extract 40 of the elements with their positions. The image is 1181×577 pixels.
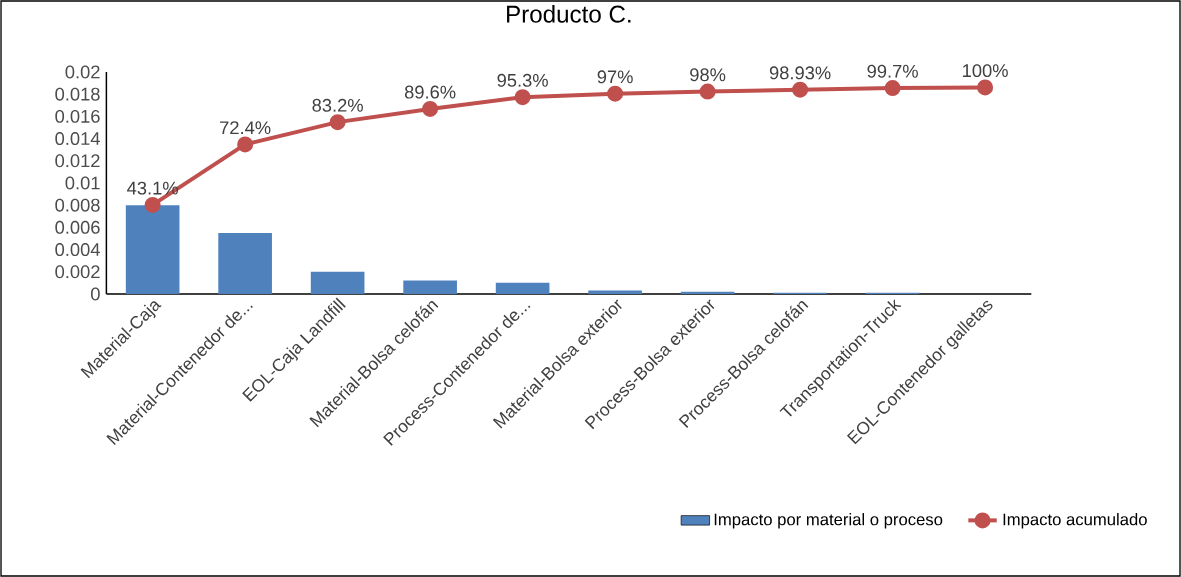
point xyxy=(699,83,716,100)
bar xyxy=(588,290,642,294)
bar xyxy=(125,205,180,294)
point xyxy=(329,114,346,131)
point xyxy=(607,85,624,102)
chart-title: Producto C. xyxy=(507,4,631,23)
y-tick-label: 0.018 xyxy=(55,87,100,101)
data-label: 99.7% xyxy=(867,64,918,78)
data-label: 83.2% xyxy=(312,98,363,112)
data-label: 97% xyxy=(597,70,633,84)
y-tick-label: 0.014 xyxy=(55,132,100,146)
point xyxy=(514,89,531,106)
y-tick-label: 0.008 xyxy=(55,198,100,212)
bar xyxy=(495,282,550,294)
point xyxy=(792,81,809,98)
point xyxy=(884,80,901,97)
data-label: 98.93% xyxy=(769,66,831,80)
y-tick-label: 0.01 xyxy=(65,176,100,190)
y-tick-label: 0.006 xyxy=(55,220,100,234)
bar xyxy=(218,232,272,294)
y-tick-label: 0.02 xyxy=(65,65,100,79)
data-label: 98% xyxy=(690,68,726,82)
point xyxy=(422,100,439,117)
point xyxy=(977,79,994,96)
y-tick-label: 0.004 xyxy=(55,243,100,257)
legend-label: Impacto acumulado xyxy=(1003,513,1147,529)
data-label: 72.4% xyxy=(220,121,271,135)
data-label: 100% xyxy=(963,64,1008,78)
point xyxy=(237,136,254,153)
data-label: 89.6% xyxy=(404,85,456,99)
legend-label: Impacto por material o proceso xyxy=(714,513,943,529)
data-label: 43.1% xyxy=(127,181,178,195)
bar xyxy=(310,271,365,294)
y-tick-label: 0 xyxy=(91,287,100,301)
bar xyxy=(403,280,457,294)
y-tick-label: 0.012 xyxy=(55,154,100,168)
data-label: 95.3% xyxy=(497,73,548,87)
y-tick-label: 0.002 xyxy=(55,265,100,279)
point xyxy=(144,196,161,213)
y-tick-label: 0.016 xyxy=(55,109,100,123)
